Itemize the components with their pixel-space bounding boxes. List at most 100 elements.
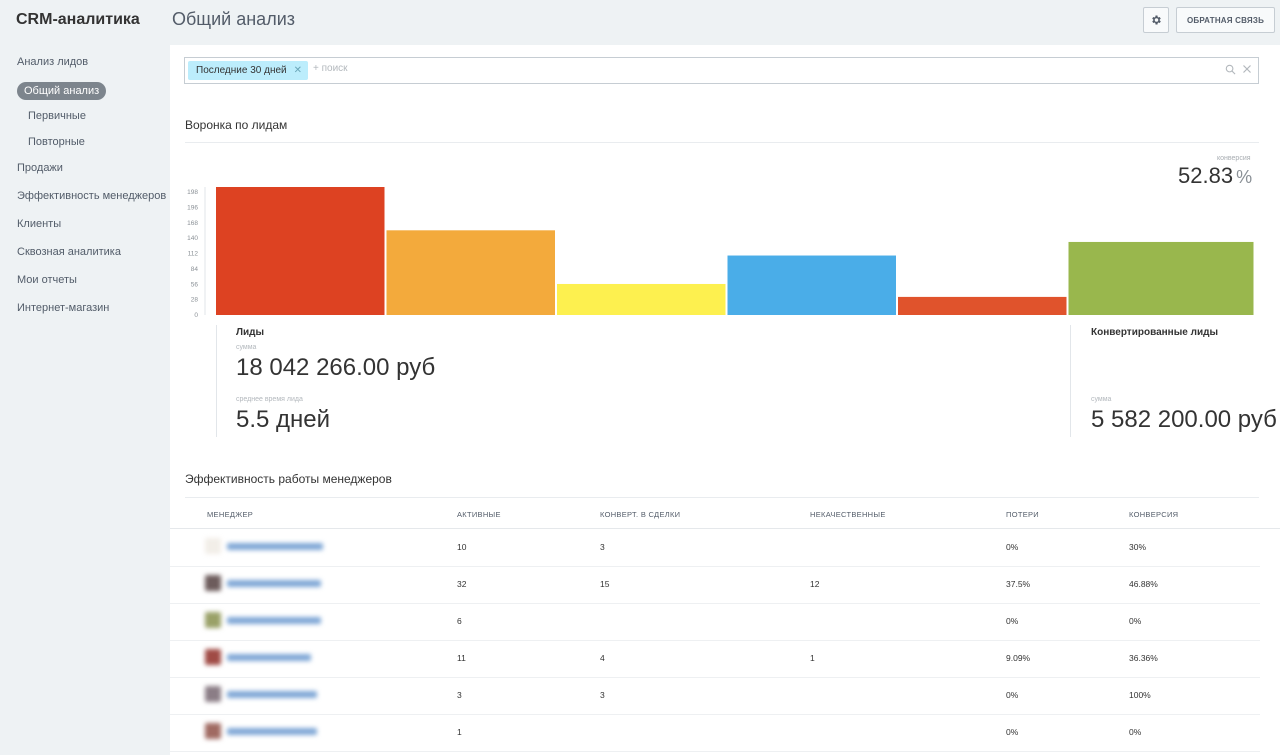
table-row[interactable]: 10 3 0% 30%: [170, 530, 1260, 567]
search-input[interactable]: + поиск: [313, 63, 348, 74]
leads-avg-label: среднее время лида: [236, 396, 303, 403]
cell-conversion: 46.88%: [1129, 579, 1158, 589]
clear-icon[interactable]: [1242, 64, 1252, 74]
table-row[interactable]: 6 0% 0%: [170, 604, 1260, 641]
manager-name-blurred[interactable]: [205, 538, 323, 554]
sidebar-item-manager-efficiency[interactable]: Эффективность менеджеров: [17, 190, 167, 202]
sidebar-item-sales[interactable]: Продажи: [17, 162, 63, 174]
column-header[interactable]: МЕНЕДЖЕР: [207, 510, 254, 519]
funnel-bar[interactable]: [216, 187, 385, 315]
avatar: [205, 612, 221, 628]
leads-title: Лиды: [236, 327, 265, 338]
cell-active: 10: [457, 542, 467, 552]
page-title: Общий анализ: [172, 9, 296, 29]
leads-avg-value: 5.5 дней: [236, 406, 331, 433]
conversion-unit: %: [1236, 167, 1253, 187]
sidebar-item-end-to-end[interactable]: Сквозная аналитика: [17, 246, 121, 258]
sidebar-item-repeat[interactable]: Повторные: [28, 136, 85, 148]
funnel-bar[interactable]: [898, 296, 1067, 315]
column-header[interactable]: КОНВЕРТ. В СДЕЛКИ: [600, 510, 681, 519]
column-header[interactable]: ПОТЕРИ: [1006, 510, 1040, 519]
conversion-number: 52.83: [1178, 163, 1234, 188]
funnel-bar-chart: 198 196 168 140 112 84 56 28 0: [187, 187, 1254, 319]
y-tick-label: 84: [191, 266, 199, 273]
filter-chip[interactable]: Последние 30 дней ✕: [188, 61, 309, 80]
feedback-button[interactable]: ОБРАТНАЯ СВЯЗЬ: [1176, 7, 1275, 33]
sidebar-item-primary[interactable]: Первичные: [28, 110, 86, 122]
cell-bad: 1: [810, 653, 815, 663]
cell-loss: 0%: [1006, 727, 1019, 737]
cell-loss: 0%: [1006, 690, 1019, 700]
close-icon[interactable]: ✕: [293, 65, 303, 76]
conversion-label: конверсия: [1217, 155, 1251, 162]
funnel-bar[interactable]: [386, 230, 556, 315]
cell-conversion: 0%: [1129, 616, 1142, 626]
conversion-value: 52.83%: [1178, 163, 1252, 189]
manager-name: [227, 727, 317, 735]
cell-active: 3: [457, 690, 462, 700]
table-row[interactable]: 11 4 1 9.09% 36.36%: [170, 641, 1260, 678]
manager-name: [227, 653, 311, 661]
gear-icon: [1152, 15, 1161, 25]
divider: [185, 497, 1259, 498]
avatar: [205, 575, 221, 591]
converted-title: Конвертированные лиды: [1091, 327, 1218, 338]
manager-name-blurred[interactable]: [205, 723, 317, 739]
cell-converted: 15: [600, 579, 610, 589]
manager-name-blurred[interactable]: [205, 649, 311, 665]
cell-loss: 37.5%: [1006, 579, 1031, 589]
managers-title: Эффективность работы менеджеров: [185, 472, 392, 486]
sidebar-item-my-reports[interactable]: Мои отчеты: [17, 274, 77, 286]
y-tick-label: 140: [187, 235, 198, 242]
cell-bad: 12: [810, 579, 820, 589]
y-tick-label: 168: [187, 220, 198, 227]
funnel-title: Воронка по лидам: [185, 118, 288, 132]
funnel-bar[interactable]: [557, 283, 726, 315]
y-tick-label: 28: [191, 297, 199, 304]
sidebar-item-clients[interactable]: Клиенты: [17, 218, 62, 230]
funnel-bar[interactable]: [727, 255, 897, 315]
cell-active: 6: [457, 616, 462, 626]
stats-divider: [1070, 325, 1071, 437]
table-row[interactable]: 32 15 12 37.5% 46.88%: [170, 567, 1260, 604]
cell-active: 32: [457, 579, 467, 589]
avatar: [205, 649, 221, 665]
manager-name-blurred[interactable]: [205, 575, 321, 591]
y-tick-label: 198: [187, 189, 198, 196]
search-icon[interactable]: [1225, 64, 1236, 75]
manager-name: [227, 616, 321, 624]
leads-sum-label: сумма: [236, 344, 257, 351]
column-header[interactable]: АКТИВНЫЕ: [457, 510, 501, 519]
cell-active: 1: [457, 727, 462, 737]
cell-loss: 9.09%: [1006, 653, 1031, 663]
y-tick-label: 0: [194, 312, 198, 319]
y-tick-label: 56: [191, 281, 199, 288]
cell-loss: 0%: [1006, 542, 1019, 552]
cell-loss: 0%: [1006, 616, 1019, 626]
cell-conversion: 36.36%: [1129, 653, 1158, 663]
leads-sum-value: 18 042 266.00 руб: [236, 354, 436, 381]
manager-name-blurred[interactable]: [205, 686, 317, 702]
cell-conversion: 100%: [1129, 690, 1151, 700]
cell-conversion: 30%: [1129, 542, 1147, 552]
sidebar-item-lead-analysis[interactable]: Анализ лидов: [17, 56, 89, 68]
manager-name: [227, 690, 317, 698]
table-row[interactable]: 3 3 0% 100%: [170, 678, 1260, 715]
table-row[interactable]: 1 0% 0%: [170, 715, 1260, 752]
settings-button[interactable]: [1143, 7, 1169, 33]
y-tick-label: 196: [187, 204, 198, 211]
divider: [185, 142, 1259, 143]
cell-active: 11: [457, 653, 466, 663]
column-header[interactable]: КОНВЕРСИЯ: [1129, 510, 1179, 519]
manager-name: [227, 579, 321, 587]
manager-name-blurred[interactable]: [205, 612, 321, 628]
filter-search-bar[interactable]: Последние 30 дней ✕ + поиск: [184, 57, 1259, 84]
main-panel: Последние 30 дней ✕ + поиск Воронка по л…: [170, 45, 1280, 755]
sidebar-item-eshop[interactable]: Интернет-магазин: [17, 302, 110, 314]
funnel-bar[interactable]: [1068, 241, 1254, 315]
converted-sum-value: 5 582 200.00 руб: [1091, 406, 1277, 433]
sidebar-item-general-analysis[interactable]: Общий анализ: [0, 78, 170, 104]
column-header[interactable]: НЕКАЧЕСТВЕННЫЕ: [810, 510, 886, 519]
avatar: [205, 538, 221, 554]
sidebar-nav: Анализ лидов Общий анализ Первичные Повт…: [0, 50, 170, 324]
